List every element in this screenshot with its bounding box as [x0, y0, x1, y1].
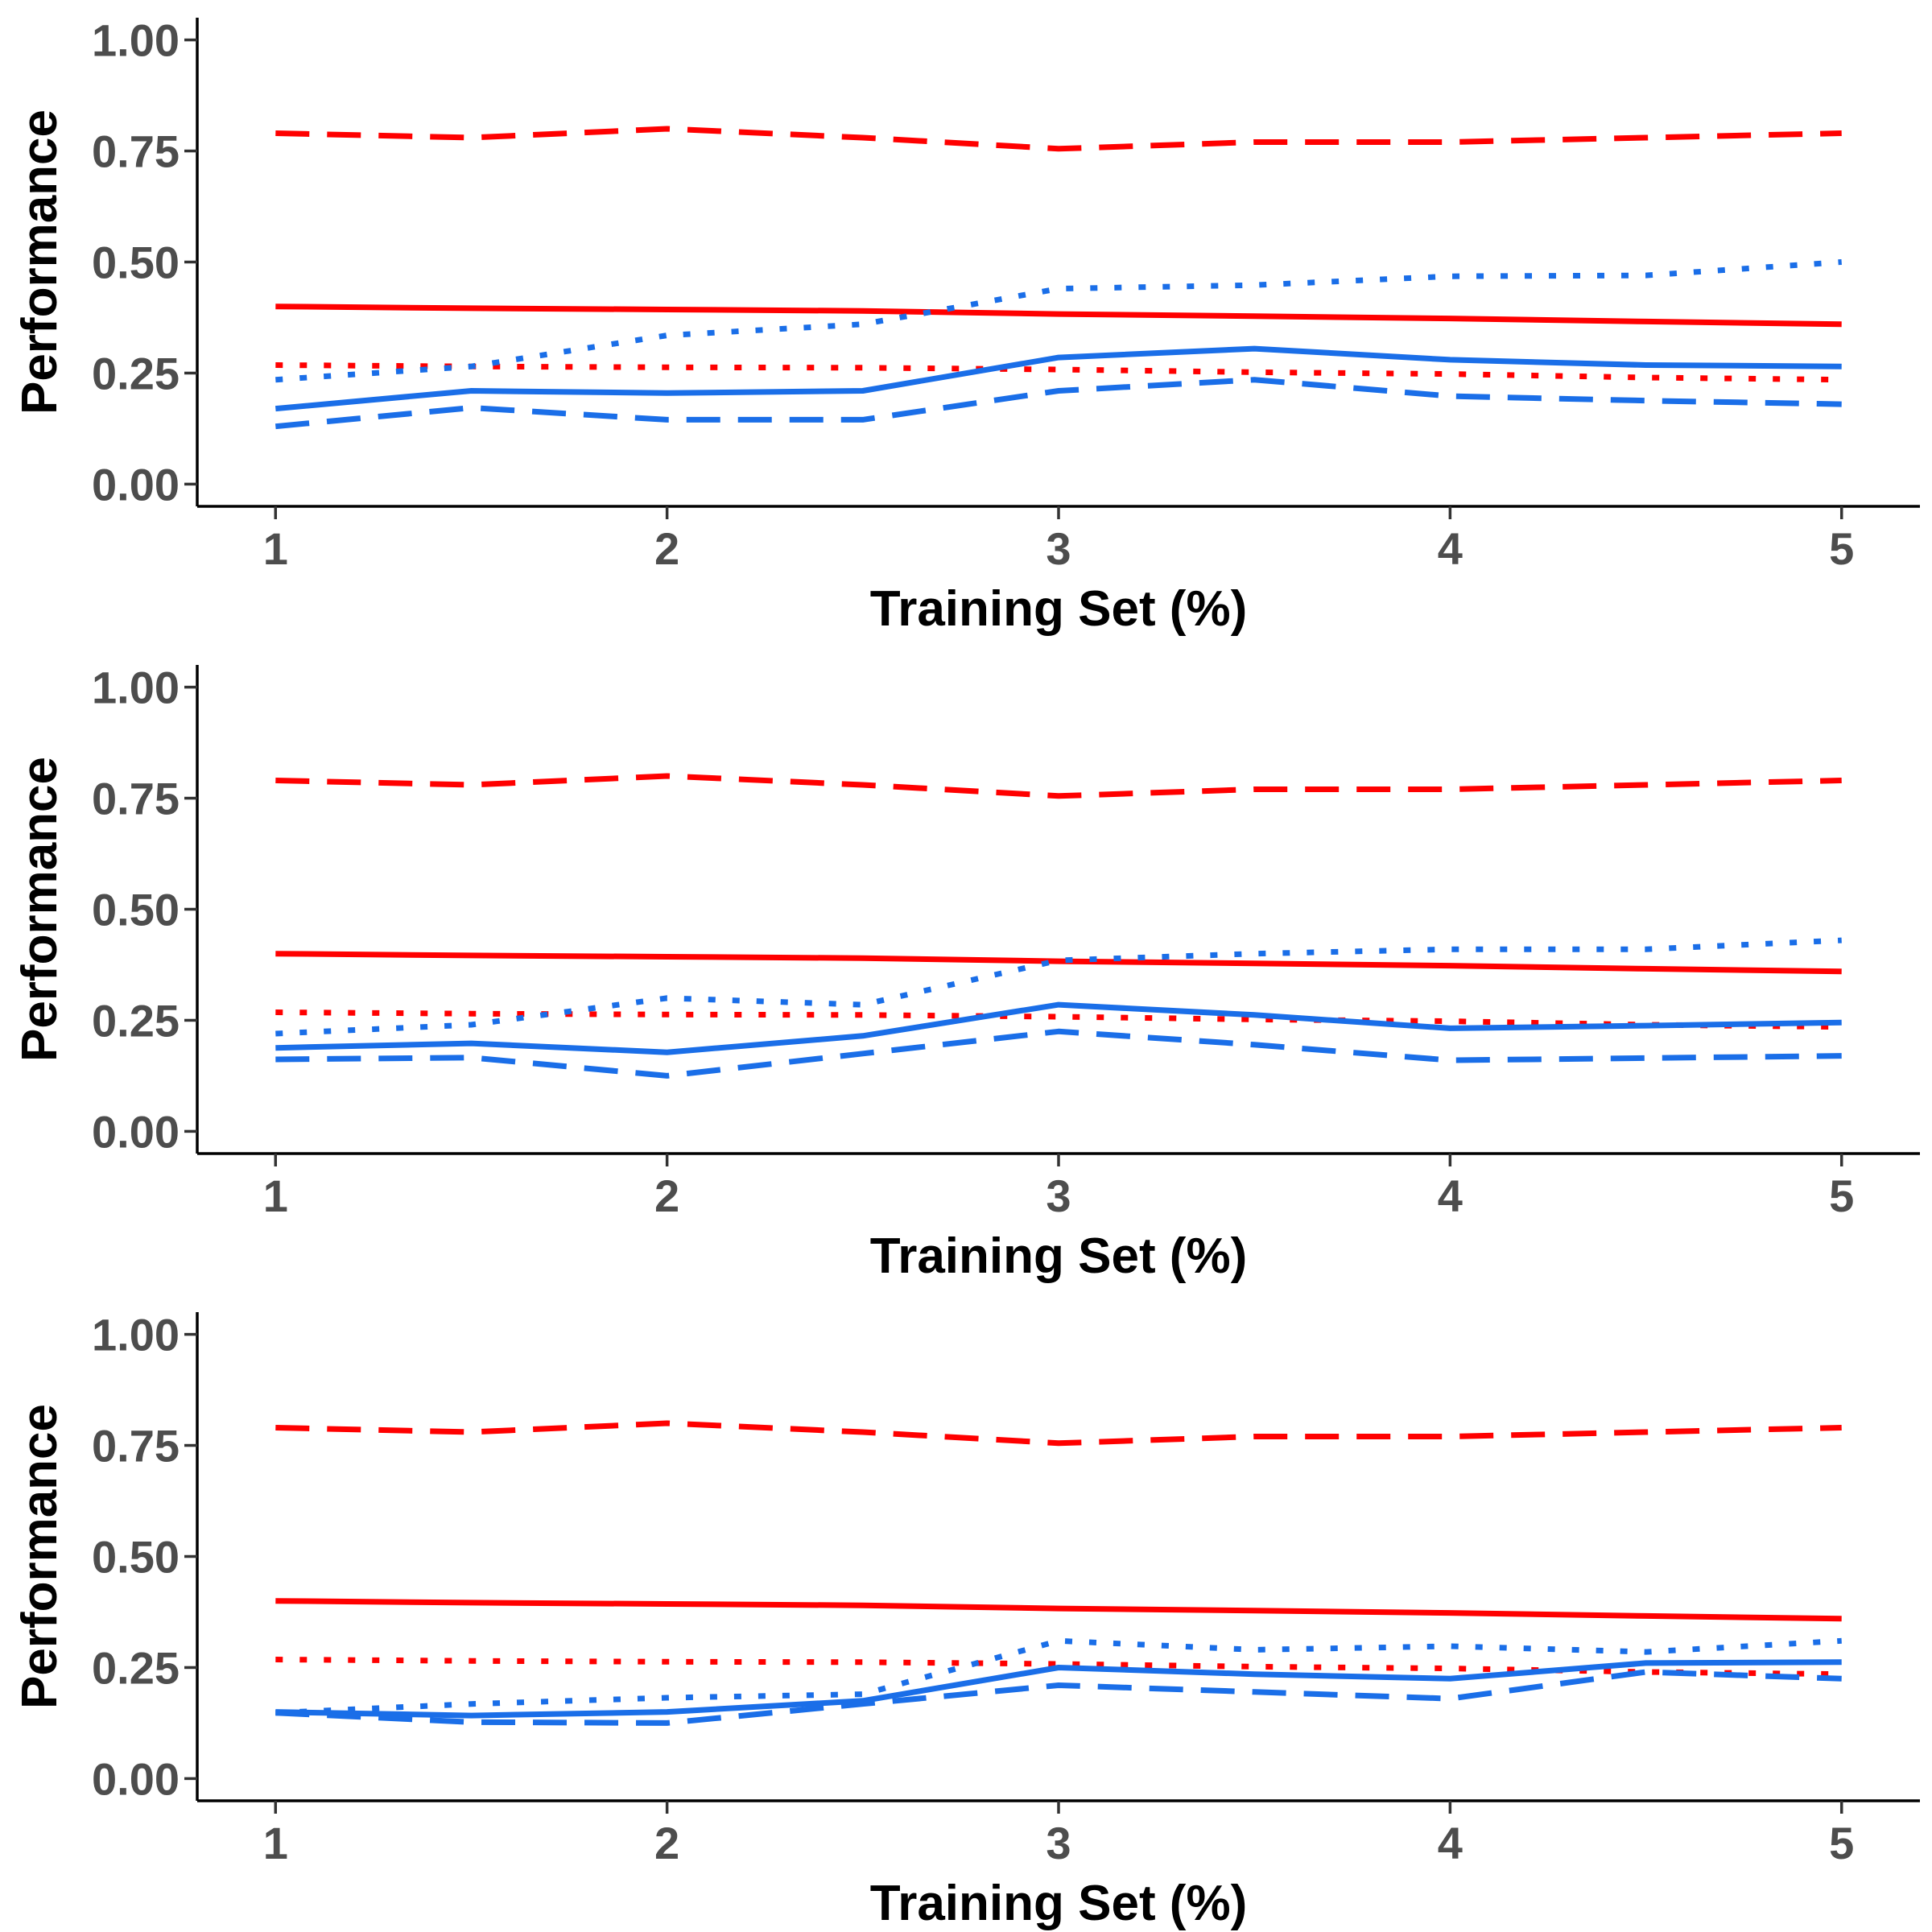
series-line-2 [275, 773, 1842, 799]
x-tick-label: 2 [654, 1170, 679, 1221]
x-tick-label: 5 [1829, 1170, 1854, 1221]
series-line-4 [275, 1659, 1842, 1719]
x-tick-label: 2 [654, 523, 679, 574]
x-tick-label: 3 [1046, 1818, 1071, 1868]
y-tick-label: 1.00 [92, 1310, 180, 1360]
x-axis-title: Training Set (%) [870, 581, 1247, 637]
x-tick-label: 1 [263, 523, 288, 574]
y-tick-label: 0.00 [92, 1106, 180, 1157]
y-tick-label: 0.50 [92, 237, 180, 288]
y-tick-label: 0.25 [92, 995, 180, 1046]
series-line-5 [275, 1669, 1842, 1726]
series-line-3 [275, 1009, 1842, 1030]
series-group [275, 773, 1842, 1079]
y-tick-label: 0.25 [92, 1642, 180, 1693]
y-tick-label: 0.00 [92, 1753, 180, 1804]
series-line-5 [275, 377, 1842, 430]
y-tick-label: 0.50 [92, 885, 180, 935]
series-line-1 [275, 1598, 1842, 1622]
series-group [275, 126, 1842, 430]
x-tick-label: 3 [1046, 523, 1071, 574]
x-tick-label: 1 [263, 1818, 288, 1868]
series-line-4 [275, 1001, 1842, 1055]
y-tick-label: 0.75 [92, 774, 180, 824]
x-axis-title: Training Set (%) [870, 1876, 1247, 1931]
series-line-2 [275, 126, 1842, 152]
series-line-1 [275, 951, 1842, 975]
x-tick-label: 4 [1438, 523, 1463, 574]
y-tick-label: 0.00 [92, 459, 180, 510]
series-line-2 [275, 1420, 1842, 1447]
y-tick-label: 0.75 [92, 1421, 180, 1472]
series-line-5 [275, 1028, 1842, 1079]
y-axis-title: Performance [12, 109, 68, 415]
x-tick-label: 5 [1829, 1818, 1854, 1868]
y-tick-label: 1.00 [92, 15, 180, 66]
series-line-1 [275, 303, 1842, 328]
x-axis-title: Training Set (%) [870, 1228, 1247, 1284]
series-group [275, 1420, 1842, 1726]
chart-panel-3: 0.00 0.25 0.50 0.75 1.00 1 2 3 4 5 Training Set (%… [12, 1310, 1920, 1931]
x-tick-label: 4 [1438, 1818, 1463, 1868]
y-tick-label: 1.00 [92, 663, 180, 713]
y-axis-title: Performance [12, 757, 68, 1062]
chart-panel-2: 0.00 0.25 0.50 0.75 1.00 1 2 3 4 5 Training Set (%… [12, 663, 1920, 1284]
y-axis-title: Performance [12, 1404, 68, 1709]
chart-panel-1: 0.00 0.25 0.50 0.75 1.00 1 2 3 4 5 Training Set (%… [12, 15, 1920, 637]
series-line-4 [275, 345, 1842, 412]
series-line-6 [275, 1637, 1842, 1716]
x-tick-label: 4 [1438, 1170, 1463, 1221]
x-tick-label: 2 [654, 1818, 679, 1868]
y-tick-label: 0.75 [92, 126, 180, 177]
series-line-3 [275, 362, 1842, 383]
x-tick-label: 5 [1829, 523, 1854, 574]
x-tick-label: 1 [263, 1170, 288, 1221]
y-tick-label: 0.25 [92, 348, 180, 398]
y-tick-label: 0.50 [92, 1532, 180, 1583]
x-tick-label: 3 [1046, 1170, 1071, 1221]
